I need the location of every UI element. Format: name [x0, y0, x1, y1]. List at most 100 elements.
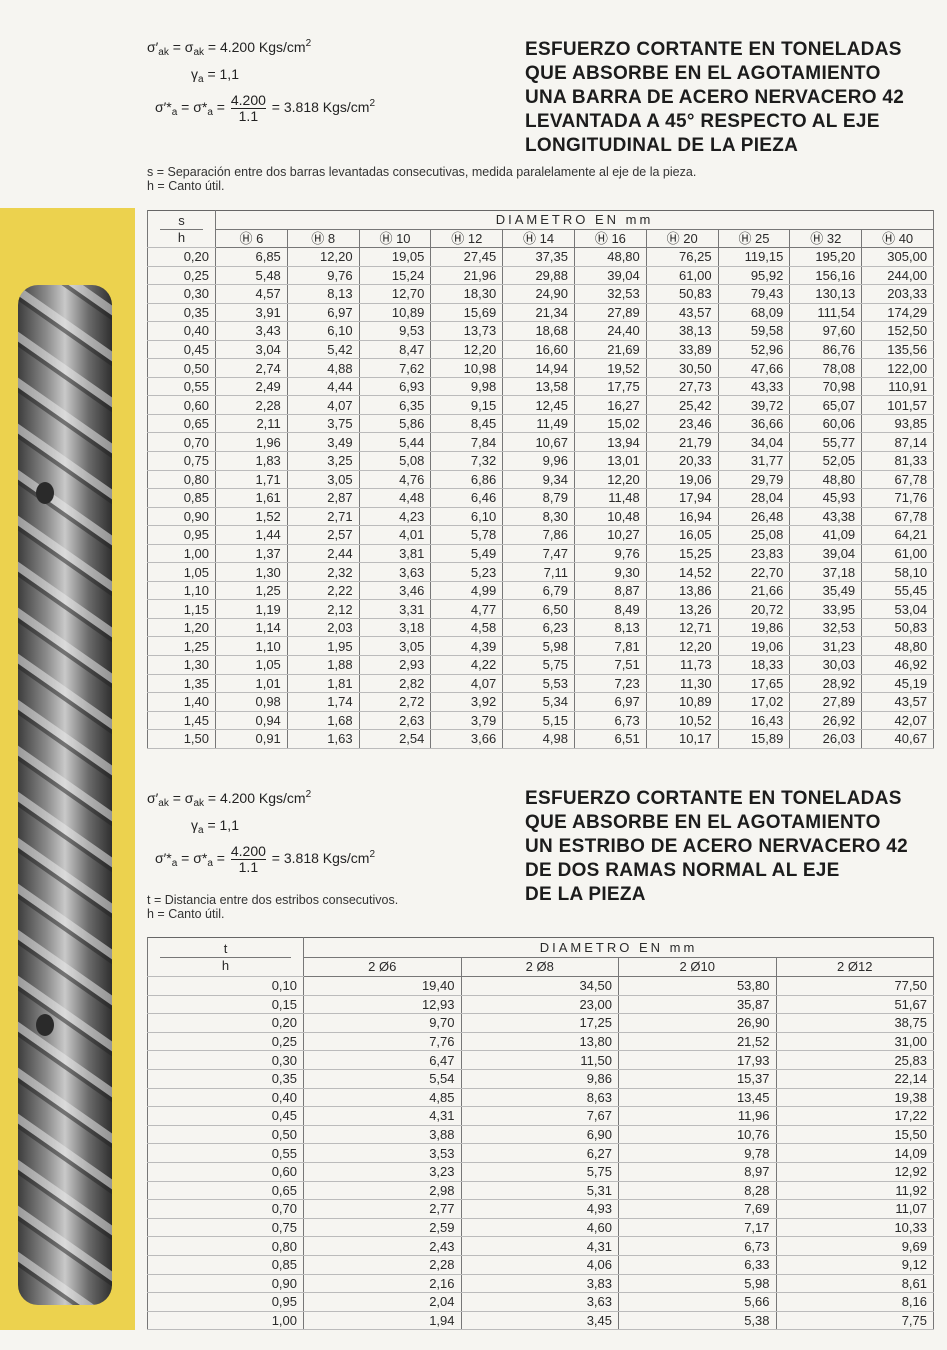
table-cell: 5,75: [460, 1162, 619, 1182]
table-cell: 1,44: [215, 525, 288, 545]
row-label: 0,20: [147, 247, 216, 267]
table-cell: 15,25: [645, 544, 719, 564]
table-cell: 16,27: [573, 395, 647, 415]
table-cell: 101,57: [861, 395, 935, 415]
table-cell: 17,94: [645, 488, 719, 508]
table-cell: 8,13: [573, 618, 647, 638]
table-cell: 77,50: [775, 976, 934, 996]
table-cell: 4,77: [430, 599, 504, 619]
table-cell: 32,53: [573, 284, 647, 304]
table-cell: 64,21: [861, 525, 935, 545]
table-row: 0,65 2,98 5,31 8,28 11,92: [147, 1181, 934, 1201]
table-row: 0,20 6,85 12,20 19,05 27,45 37,35 48,80 76,25 11…: [147, 247, 935, 267]
table-cell: 53,04: [861, 599, 935, 619]
table-cell: 3,43: [215, 321, 288, 341]
column-header: 2 Ø12: [775, 957, 934, 977]
table-cell: 122,00: [861, 358, 935, 378]
table-cell: 5,98: [618, 1274, 777, 1294]
column-header: 2 Ø8: [460, 957, 619, 977]
table-row: 0,55 3,53 6,27 9,78 14,09: [147, 1143, 934, 1163]
table-cell: 14,52: [645, 562, 719, 582]
row-label: 0,20: [147, 1013, 304, 1033]
table-cell: 26,03: [789, 729, 863, 749]
denominator: 1.1: [238, 859, 259, 875]
table-cell: 2,93: [358, 655, 432, 675]
table-cell: 5,48: [215, 266, 288, 286]
table-cell: 48,80: [789, 470, 863, 490]
table-row: 0,10 19,40 34,50 53,80 77,50: [147, 976, 934, 996]
row-label: 0,80: [147, 470, 216, 490]
table-cell: 0,98: [215, 692, 288, 712]
table-cell: 6,46: [430, 488, 504, 508]
table-cell: 2,22: [286, 581, 360, 601]
column-header: Ⓗ 20: [645, 229, 719, 248]
table-cell: 10,27: [573, 525, 647, 545]
table-row: 1,10 1,25 2,22 3,46 4,99 6,79 8,87 13,86 21,66 35…: [147, 581, 935, 601]
table-cell: 7,75: [775, 1311, 934, 1331]
table-cell: 41,09: [789, 525, 863, 545]
table-row: 1,40 0,98 1,74 2,72 3,92 5,34 6,97 10,89 17,02 27…: [147, 692, 935, 712]
table-cell: 6,33: [618, 1255, 777, 1275]
header-row: s h DIAMETRO EN mm: [147, 210, 935, 248]
table-cell: 25,83: [775, 1050, 934, 1070]
table-cell: 8,28: [618, 1181, 777, 1201]
table-cell: 1,88: [286, 655, 360, 675]
table-cell: 3,49: [286, 432, 360, 453]
table-row: 0,90 2,16 3,83 5,98 8,61: [147, 1274, 934, 1294]
row-label: 1,35: [147, 674, 216, 694]
table-cell: 9,70: [303, 1013, 462, 1033]
formula: γa = 1,1: [191, 66, 239, 85]
row-label: 1,05: [147, 562, 216, 582]
table-cell: 19,52: [573, 358, 647, 378]
notes: s = Separación entre dos barras levantad…: [147, 165, 696, 193]
table-cell: 152,50: [861, 321, 935, 341]
table-cell: 8,49: [573, 599, 647, 619]
row-label: 0,50: [147, 358, 216, 378]
row-label: 0,25: [147, 1032, 304, 1052]
table-cell: 3,88: [303, 1125, 462, 1145]
table-cell: 6,85: [215, 247, 288, 267]
table-cell: 3,79: [430, 711, 504, 731]
column-header: Ⓗ 16: [573, 229, 647, 248]
formula-part: σ′*: [155, 99, 172, 116]
table-row: 0,45 3,04 5,42 8,47 12,20 16,60 21,69 33,89 52,9…: [147, 340, 935, 360]
heading-line: ESFUERZO CORTANTE EN TONELADAS: [525, 39, 902, 60]
numerator: 4.200: [230, 92, 266, 109]
table-cell: 2,77: [303, 1199, 462, 1219]
table-cell: 195,20: [789, 247, 863, 267]
table-cell: 9,30: [573, 562, 647, 582]
table-row: 1,50 0,91 1,63 2,54 3,66 4,98 6,51 10,17 15,89 26…: [147, 729, 935, 749]
table-cell: 2,57: [286, 525, 360, 545]
table-cell: 12,70: [358, 284, 432, 304]
rebar-illustration: [18, 285, 112, 1305]
table-cell: 1,10: [215, 636, 288, 657]
formula-part: 2: [369, 849, 376, 861]
table-cell: 7,62: [358, 358, 432, 378]
table-cell: 3,45: [460, 1311, 619, 1331]
table-cell: 13,01: [573, 451, 647, 471]
table-cell: 32,53: [789, 618, 863, 638]
table-cell: 8,45: [430, 414, 504, 434]
table-row: 0,50 2,74 4,88 7,62 10,98 14,94 19,52 30,50 47,6…: [147, 358, 935, 378]
table-cell: 13,94: [573, 432, 647, 453]
table-cell: 61,00: [861, 544, 935, 564]
table-row: 0,70 1,96 3,49 5,44 7,84 10,67 13,94 21,79 34,04…: [147, 432, 935, 453]
row-label: 0,65: [147, 1181, 304, 1201]
table-cell: 18,68: [502, 321, 575, 341]
table-cell: 5,78: [430, 525, 504, 545]
formula-part: =: [212, 850, 229, 867]
table-cell: 111,54: [789, 303, 863, 323]
table-cell: 9,34: [502, 470, 575, 490]
table-cell: 21,52: [618, 1032, 777, 1052]
table-cell: 14,94: [502, 358, 575, 378]
table-cell: 43,57: [861, 692, 935, 712]
table-cell: 1,96: [215, 432, 288, 453]
table-cell: 27,73: [645, 377, 719, 397]
table-cell: 174,29: [861, 303, 935, 323]
table-cell: 7,23: [573, 674, 647, 694]
table-cell: 1,74: [286, 692, 360, 712]
table-cell: 7,51: [573, 655, 647, 675]
table-cell: 48,80: [861, 636, 935, 657]
table-cell: 59,58: [717, 321, 791, 341]
table-cell: 52,96: [717, 340, 791, 360]
